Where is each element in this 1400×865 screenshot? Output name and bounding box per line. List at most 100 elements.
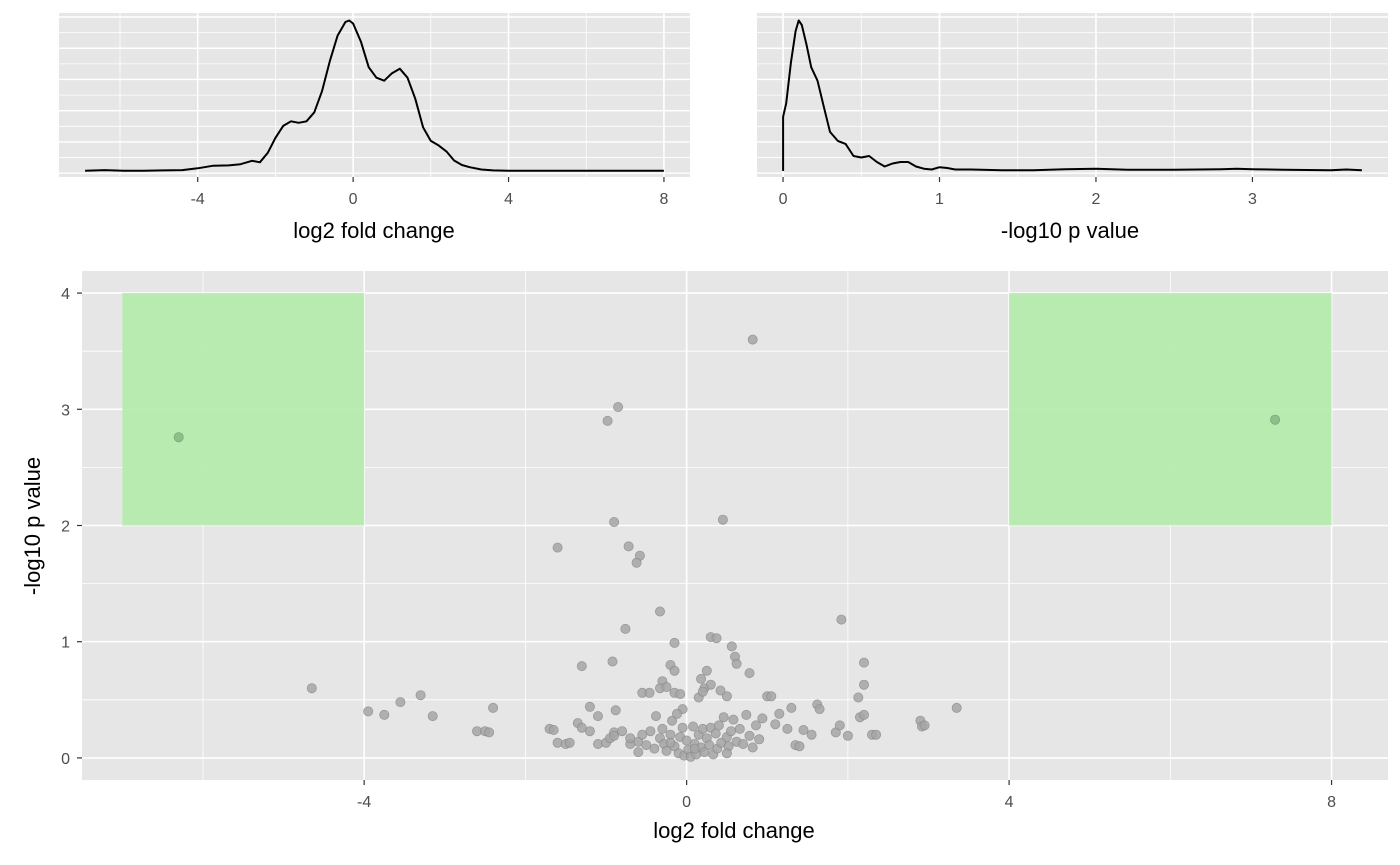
gene-point — [717, 514, 728, 525]
fold-change-density-panel: -4 0 4 8 — [59, 13, 690, 208]
fc-x-tick-label: -4 — [191, 191, 205, 208]
pv-x-tick-label: 2 — [1092, 191, 1101, 208]
gene-point — [661, 745, 672, 756]
significance-region — [1009, 293, 1332, 526]
gene-point — [842, 730, 853, 741]
gene-point — [726, 726, 737, 737]
gene-point — [488, 702, 499, 713]
gene-point — [677, 722, 688, 733]
gene-point — [649, 743, 660, 754]
gene-point — [427, 711, 438, 722]
gene-point — [552, 737, 563, 748]
gene-point — [721, 748, 732, 759]
significant-gene-point — [173, 432, 184, 443]
gene-point — [774, 708, 785, 719]
gene-point — [715, 685, 726, 696]
gene-point — [859, 657, 870, 668]
volcano-y-tick-label: 1 — [61, 635, 70, 652]
gene-point — [705, 679, 716, 690]
volcano-y-tick-label: 2 — [61, 519, 70, 536]
gene-point — [657, 723, 668, 734]
gene-point — [798, 725, 809, 736]
gene-point — [689, 743, 700, 754]
gene-point — [672, 708, 683, 719]
volcano-x-tick-label: -4 — [357, 794, 371, 811]
volcano-xlabel: log2 fold change — [653, 818, 814, 843]
gene-point — [747, 334, 758, 345]
gene-point — [623, 541, 634, 552]
volcano-x-tick-label: 0 — [682, 794, 691, 811]
gene-point — [782, 723, 793, 734]
gene-point — [836, 614, 847, 625]
gene-point — [633, 747, 644, 758]
gene-point — [363, 706, 374, 717]
fc-x-tick-label: 8 — [659, 191, 668, 208]
gene-point — [696, 673, 707, 684]
volcano-x-tick-label: 8 — [1327, 794, 1336, 811]
gene-point — [584, 726, 595, 737]
gene-point — [655, 606, 666, 617]
gene-point — [770, 719, 781, 730]
gene-point — [610, 705, 621, 716]
gene-point — [711, 633, 722, 644]
p-value-density-panel: 0 1 2 3 — [757, 13, 1388, 208]
p-value-density-xlabel: -log10 p value — [1001, 218, 1139, 243]
gene-point — [731, 658, 742, 669]
gene-point — [665, 737, 676, 748]
gene-point — [701, 665, 712, 676]
gene-point — [718, 712, 729, 723]
gene-point — [697, 686, 708, 697]
gene-point — [607, 656, 618, 667]
volcano-y-tick-label: 3 — [61, 402, 70, 419]
gene-point — [552, 542, 563, 553]
gene-point — [661, 682, 672, 693]
gene-point — [651, 711, 662, 722]
significant-gene-point — [1270, 414, 1281, 425]
gene-point — [613, 401, 624, 412]
gene-point — [834, 720, 845, 731]
gene-point — [728, 714, 739, 725]
gene-point — [794, 741, 805, 752]
fc-x-tick-label: 4 — [504, 191, 513, 208]
gene-point — [859, 709, 870, 720]
gene-point — [859, 679, 870, 690]
fc-density-line — [85, 19, 664, 172]
fc-x-tick-label: 0 — [349, 191, 358, 208]
gene-point — [757, 713, 768, 724]
gene-point — [644, 687, 655, 698]
gene-point — [713, 720, 724, 731]
gene-point — [645, 726, 656, 737]
pv-x-tick-label: 3 — [1248, 191, 1257, 208]
gene-point — [631, 557, 642, 568]
gene-point — [721, 691, 732, 702]
gene-point — [688, 721, 699, 732]
volcano-y-tick-label: 0 — [61, 751, 70, 768]
gene-point — [951, 702, 962, 713]
gene-point — [744, 730, 755, 741]
gene-point — [620, 623, 631, 634]
gene-point — [625, 733, 636, 744]
pv-x-tick-label: 0 — [779, 191, 788, 208]
volcano-scatter-panel: -4 0 4 8 0 1 2 3 4 — [61, 271, 1388, 811]
gene-point — [379, 709, 390, 720]
gene-point — [741, 709, 752, 720]
gene-point — [675, 689, 686, 700]
pv-x-tick-label: 1 — [935, 191, 944, 208]
gene-point — [738, 739, 749, 750]
gene-point — [306, 683, 317, 694]
gene-point — [548, 725, 559, 736]
fold-change-density-xlabel: log2 fold change — [293, 218, 454, 243]
gene-point — [609, 517, 620, 528]
gene-point — [617, 726, 628, 737]
gene-point — [734, 723, 745, 734]
gene-point — [669, 665, 680, 676]
gene-point — [814, 704, 825, 715]
gene-point — [564, 737, 575, 748]
gene-point — [853, 692, 864, 703]
gene-point — [609, 730, 620, 741]
gene-point — [919, 720, 930, 731]
gene-point — [744, 668, 755, 679]
pv-density-line — [782, 19, 1362, 172]
gene-point — [751, 720, 762, 731]
